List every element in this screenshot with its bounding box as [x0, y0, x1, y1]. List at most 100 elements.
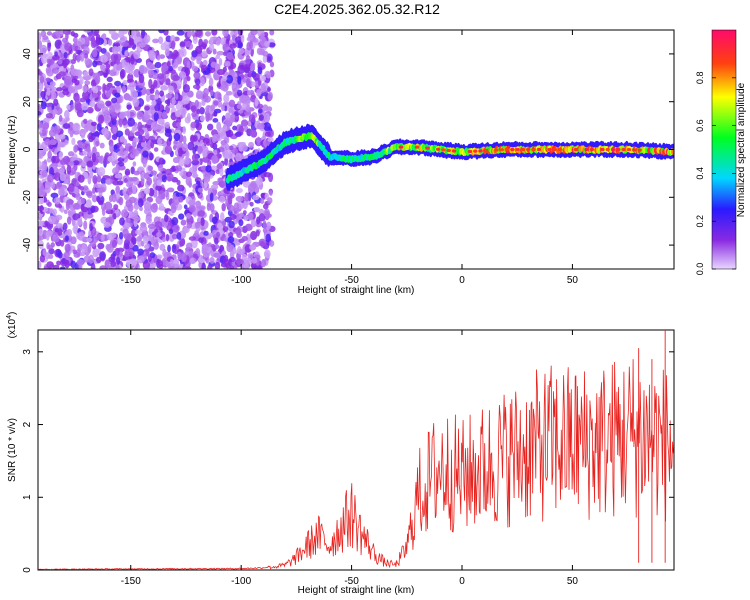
spectrogram-speckle [92, 131, 101, 137]
spectrogram-speckle [66, 216, 72, 225]
spectrogram-speckle [178, 71, 187, 79]
spectrogram-speckle [153, 241, 159, 250]
spectrogram-speckle [38, 111, 42, 116]
spectrogram-speckle [119, 111, 126, 120]
spectrogram-speckle [192, 36, 198, 44]
spectrogram-speckle [45, 102, 53, 108]
spectrogram-speckle [194, 99, 199, 108]
spectrogram-speckle [263, 114, 268, 121]
spectrogram-x-ticks: -150 -100 -50 0 50 [121, 30, 578, 286]
spectrogram-speckle [170, 71, 179, 81]
spectrogram-speckle [156, 55, 161, 61]
spectrogram-speckle [44, 252, 51, 260]
spectrogram-speckle [165, 190, 170, 201]
spectrogram-speckle [268, 42, 276, 48]
spectrogram-speckle [146, 140, 152, 150]
spectrogram-speckle [244, 257, 252, 265]
spectrogram-speckle [258, 114, 264, 121]
spectrogram-speckle [123, 150, 129, 156]
spectrogram-speckle [99, 142, 105, 149]
snr-x-label: Height of straight line (km) [298, 585, 415, 596]
spectrogram-speckle [126, 217, 131, 224]
spectrogram-speckle [208, 43, 215, 51]
spectrogram-speckle [181, 108, 186, 118]
spectrogram-speckle [113, 204, 119, 210]
spectrogram-speckle [267, 197, 273, 204]
spectrogram-speckle [220, 83, 226, 91]
spectrogram-speckle [178, 49, 185, 58]
spectrogram-speckle [186, 90, 194, 98]
spectrogram-speckle [100, 234, 105, 242]
spectrogram-speckle [240, 119, 249, 127]
spectrogram-speckle [124, 168, 131, 176]
spectrogram-speckle [179, 240, 184, 247]
spectrogram-speckle [73, 40, 82, 47]
spectrogram-speckle [43, 122, 50, 130]
spectrogram-speckle [164, 48, 170, 57]
spectrogram-speckle [76, 258, 85, 266]
spectrogram-speckle [112, 126, 117, 135]
spectrogram-speckle [62, 88, 70, 96]
colorbar-tick-label: 0.6 [695, 119, 705, 132]
spectrogram-speckle [154, 61, 162, 69]
spectrogram-speckle [210, 104, 216, 112]
spectrogram-speckle [97, 242, 105, 250]
spectrogram-speckle [251, 37, 259, 43]
spectrogram-speckle [107, 38, 113, 46]
spectrogram-speckle [71, 137, 76, 146]
spectrogram-speckle [266, 106, 273, 112]
spectrogram-speckle [95, 151, 100, 158]
spectrogram-speckle [173, 132, 181, 142]
spectrogram-speckle [171, 233, 178, 240]
spectrogram-speckle [198, 38, 204, 48]
spectrogram-speckle [201, 50, 208, 58]
spectrogram-speckle [154, 103, 161, 112]
spectrogram-speckle [52, 264, 60, 269]
spectrogram-speckle [203, 230, 209, 236]
spectrogram-speckle [158, 30, 165, 34]
spectrogram-speckle [65, 235, 69, 242]
spectrogram-speckle [140, 177, 145, 186]
spectrogram-speckle [223, 93, 230, 104]
spectrogram-ridge-peak [621, 147, 626, 152]
spectrogram-speckle [118, 118, 123, 128]
spectrogram-speckle [245, 55, 251, 65]
spectrogram-speckle [163, 30, 169, 36]
spectrogram-speckle [106, 243, 114, 253]
spectrogram-speckle [268, 190, 273, 196]
spectrogram-speckle [181, 142, 188, 152]
spectrogram-speckle [200, 64, 208, 71]
spectrogram-speckle [162, 248, 167, 258]
spectrogram-speckle [115, 58, 120, 65]
spectrogram-speckle [148, 136, 156, 141]
spectrogram-speckle [159, 90, 165, 97]
spectrogram-heatmap [38, 30, 674, 269]
spectrogram-speckle [128, 196, 136, 204]
spectrogram-speckle [188, 205, 196, 213]
spectrogram-ridge-peak [605, 147, 610, 152]
spectrogram-speckle [152, 38, 160, 44]
spectrogram-speckle [49, 139, 57, 146]
spectrogram-speckle [94, 183, 103, 189]
spectrogram-speckle [50, 181, 56, 189]
spectrogram-speckle [267, 137, 274, 142]
spectrogram-speckle [262, 50, 269, 57]
spectrogram-speckle [49, 81, 56, 87]
spectrogram-speckle [177, 157, 185, 167]
colorbar-ticks: 0.0 0.2 0.4 0.6 0.8 [695, 72, 736, 275]
spectrogram-speckle [38, 228, 44, 237]
spectrogram-speckle [147, 69, 155, 76]
spectrogram-speckle [179, 41, 186, 47]
spectrogram-speckle [114, 173, 123, 179]
spectrogram-speckle [269, 240, 275, 247]
spectrogram-speckle [57, 251, 63, 259]
spectrogram-speckle [174, 248, 178, 255]
spectrogram-speckle [201, 243, 209, 253]
spectrogram-speckle [160, 42, 167, 51]
spectrogram-speckle [114, 80, 122, 87]
spectrogram-speckle [225, 90, 233, 96]
spectrogram-speckle [62, 222, 68, 231]
spectrogram-speckle [111, 112, 118, 117]
spectrogram-speckle [69, 104, 75, 111]
spectrogram-speckle [63, 75, 72, 86]
